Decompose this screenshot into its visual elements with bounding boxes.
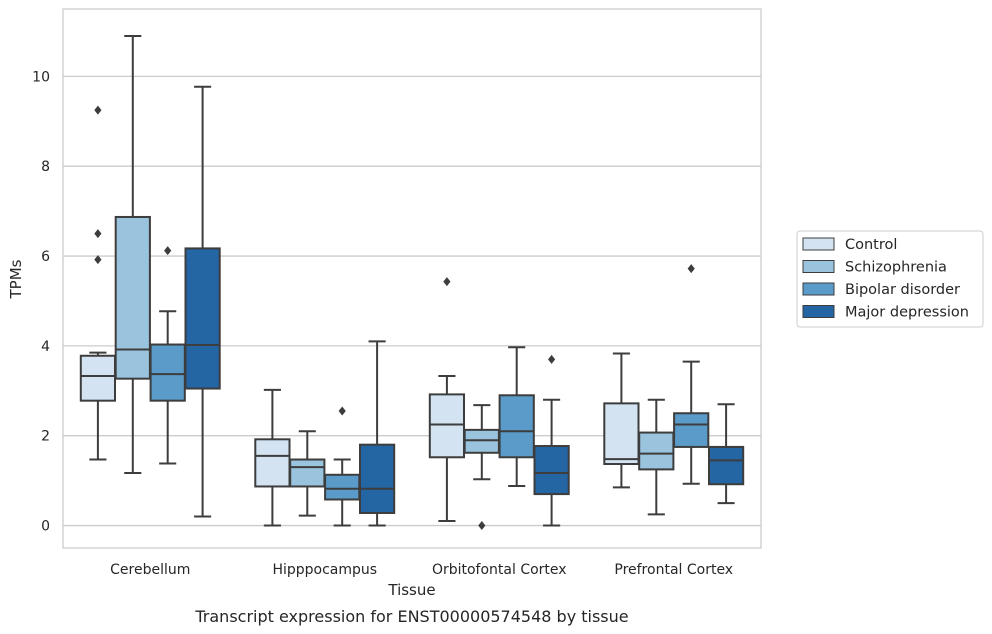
box-major-depression-1 [358, 340, 396, 527]
chart-caption: Transcript expression for ENST0000057454… [194, 607, 628, 626]
box-control-1 [254, 388, 291, 527]
iqr-box [603, 402, 640, 466]
y-tick-label: 8 [41, 159, 50, 175]
iqr-box [289, 458, 326, 488]
outlier-point [94, 255, 102, 265]
box-bipolar-disorder-1 [324, 406, 361, 527]
iqr-box [149, 343, 186, 402]
legend-label: Control [845, 237, 897, 253]
box-control-3 [603, 352, 640, 489]
outlier-point [94, 105, 102, 115]
y-tick-labels: 0 2 4 6 8 10 [32, 69, 50, 534]
iqr-box [673, 412, 710, 448]
box-major-depression-2 [533, 354, 570, 527]
outlier-point [164, 246, 172, 256]
iqr-box [428, 393, 466, 459]
x-tick-label: Cerebellum [110, 562, 190, 578]
outlier-point [548, 354, 556, 364]
iqr-box [638, 431, 675, 471]
y-tick-label: 10 [32, 69, 50, 85]
x-tick-label: Prefrontal Cortex [614, 562, 733, 578]
y-tick-label: 2 [41, 429, 50, 445]
legend-frame [796, 230, 984, 328]
iqr-box [254, 438, 291, 488]
iqr-box [79, 354, 117, 402]
box-major-depression-3 [707, 403, 745, 505]
iqr-box [498, 394, 535, 459]
iqr-box [707, 445, 745, 486]
iqr-box [533, 445, 570, 496]
box-control-0 [79, 105, 117, 461]
x-tick-label: Orbitofontal Cortex [432, 562, 567, 578]
outlier-point [94, 229, 102, 239]
legend-swatch [802, 305, 835, 318]
iqr-box [114, 215, 151, 380]
box-schizophrenia-0 [114, 34, 151, 474]
legend-label: Major depression [845, 305, 969, 321]
box-schizophrenia-2 [463, 404, 500, 531]
box-schizophrenia-1 [289, 430, 326, 517]
x-tick-label: Hipppocampus [272, 562, 377, 578]
legend-label: Schizophrenia [845, 260, 947, 276]
legend-swatch [802, 260, 835, 273]
box-schizophrenia-3 [638, 398, 675, 516]
legend-swatch [802, 282, 835, 296]
iqr-box [463, 428, 500, 454]
outlier-point [478, 521, 486, 531]
y-tick-label: 4 [41, 339, 50, 355]
legend-label: Bipolar disorder [845, 282, 960, 298]
y-axis-title: TPMs [7, 259, 25, 299]
box-bipolar-disorder-2 [498, 346, 535, 488]
box-major-depression-0 [184, 85, 221, 518]
plot-frame [62, 8, 762, 549]
outlier-point [687, 264, 695, 274]
legend: Control Schizophrenia Bipolar disorder Majo… [796, 230, 984, 328]
outlier-point [443, 277, 451, 287]
x-axis-title: Tissue [387, 581, 435, 599]
iqr-box [324, 473, 361, 501]
box-bipolar-disorder-0 [149, 246, 186, 465]
box-control-2 [428, 277, 466, 523]
y-tick-label: 0 [41, 519, 50, 535]
y-tick-label: 6 [41, 249, 50, 265]
iqr-box [358, 443, 396, 514]
legend-swatch [802, 237, 835, 251]
outlier-point [338, 406, 346, 416]
iqr-box [184, 247, 221, 390]
box-bipolar-disorder-3 [673, 264, 710, 485]
x-tick-labels: Cerebellum Hipppocampus Orbitofontal Corte… [110, 562, 733, 578]
boxes [79, 34, 745, 531]
